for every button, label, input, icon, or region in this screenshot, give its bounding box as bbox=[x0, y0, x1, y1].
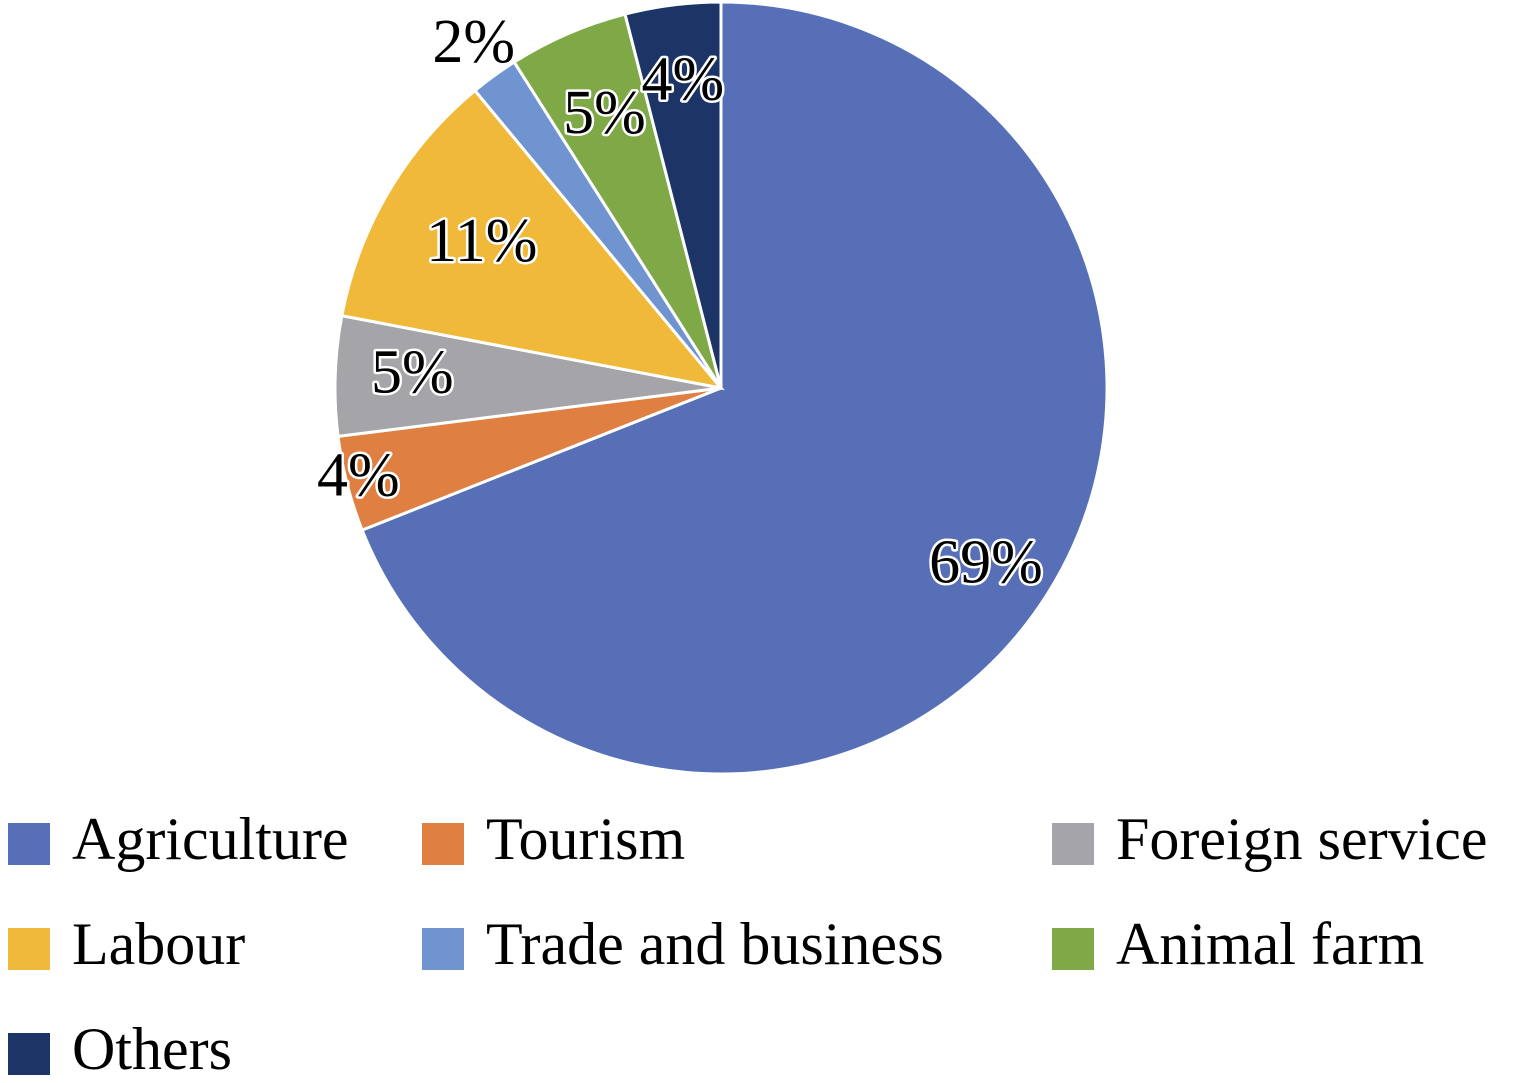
legend-swatch bbox=[8, 928, 50, 970]
legend-label: Foreign service bbox=[1116, 806, 1488, 872]
legend-label: Animal farm bbox=[1116, 911, 1424, 977]
legend-label: Labour bbox=[72, 911, 245, 977]
legend-label: Trade and business bbox=[486, 911, 944, 977]
legend-swatch bbox=[422, 823, 464, 865]
value-label: 5% bbox=[371, 339, 454, 407]
legend-label: Others bbox=[72, 1016, 232, 1082]
pie-slice bbox=[360, 0, 1109, 776]
legend-swatch bbox=[1052, 823, 1094, 865]
legend-swatch bbox=[8, 823, 50, 865]
pie-slice bbox=[623, 0, 723, 389]
legend-swatch bbox=[422, 928, 464, 970]
value-label: 5% bbox=[563, 79, 646, 147]
value-label: 69% bbox=[929, 528, 1043, 596]
legend-swatch bbox=[1052, 928, 1094, 970]
value-label: 4% bbox=[641, 46, 724, 114]
legend-label: Tourism bbox=[486, 806, 685, 872]
pie-slice bbox=[340, 88, 725, 391]
legend-swatch bbox=[8, 1033, 50, 1075]
value-label: 11% bbox=[426, 207, 537, 275]
value-label: 4% bbox=[317, 441, 400, 509]
legend-label: Agriculture bbox=[72, 806, 349, 872]
value-label: 2% bbox=[432, 8, 515, 76]
